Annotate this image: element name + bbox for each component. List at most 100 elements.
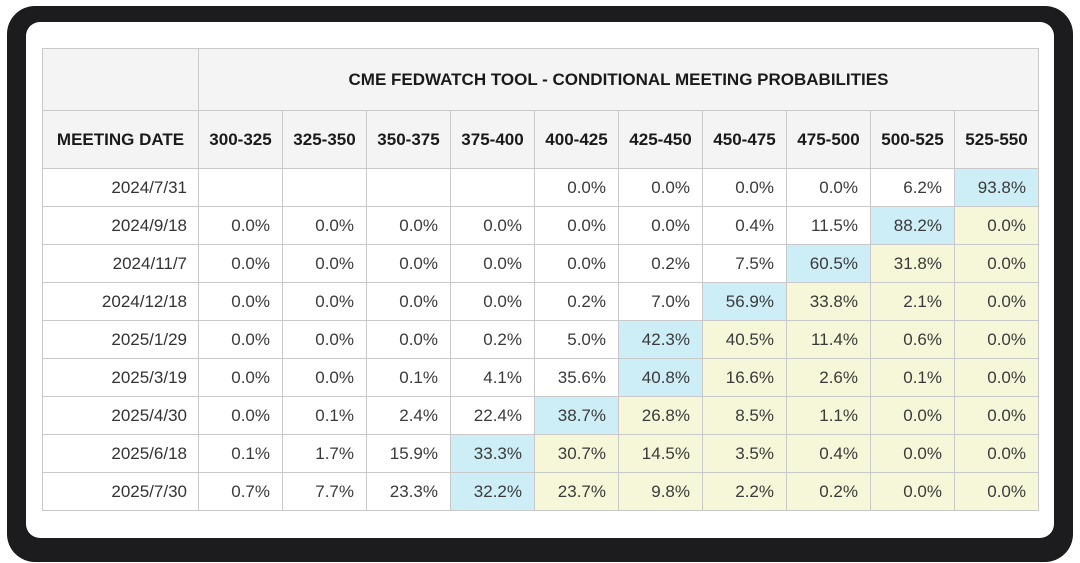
meeting-date-cell: 2024/12/18 bbox=[42, 282, 199, 321]
probability-cell: 0.0% bbox=[534, 244, 619, 283]
probability-cell: 11.4% bbox=[786, 320, 871, 359]
table-title-row: CME FEDWATCH TOOL - CONDITIONAL MEETING … bbox=[42, 48, 1039, 111]
probability-cell: 2.2% bbox=[702, 472, 787, 511]
table-body: 2024/7/31 0.0% 0.0% 0.0% 0.0% 6.2% 93.8% 2024/9… bbox=[42, 168, 1039, 511]
probability-cell: 0.1% bbox=[366, 358, 451, 397]
fedwatch-probabilities-table: CME FEDWATCH TOOL - CONDITIONAL MEETING … bbox=[42, 48, 1039, 511]
meeting-date-cell: 2024/9/18 bbox=[42, 206, 199, 245]
probability-cell: 0.0% bbox=[198, 320, 283, 359]
probability-cell: 30.7% bbox=[534, 434, 619, 473]
probability-cell: 7.5% bbox=[702, 244, 787, 283]
table-row: 2025/6/18 0.1% 1.7% 15.9% 33.3% 30.7% 14.5% 3.5… bbox=[42, 434, 1039, 473]
probability-cell: 0.0% bbox=[954, 206, 1039, 245]
rate-range-header: 300-325 bbox=[198, 110, 283, 169]
probability-cell: 2.6% bbox=[786, 358, 871, 397]
meeting-date-cell: 2025/4/30 bbox=[42, 396, 199, 435]
probability-cell: 0.0% bbox=[450, 282, 535, 321]
probability-cell: 0.0% bbox=[618, 206, 703, 245]
column-header-row: MEETING DATE 300-325 325-350 350-375 375… bbox=[42, 110, 1039, 169]
table-row: 2024/7/31 0.0% 0.0% 0.0% 0.0% 6.2% 93.8% bbox=[42, 168, 1039, 207]
probability-cell: 0.0% bbox=[786, 168, 871, 207]
probability-cell: 0.0% bbox=[198, 244, 283, 283]
probability-cell: 42.3% bbox=[618, 320, 703, 359]
probability-cell: 5.0% bbox=[534, 320, 619, 359]
probability-cell: 14.5% bbox=[618, 434, 703, 473]
probability-cell: 88.2% bbox=[870, 206, 955, 245]
probability-cell: 0.0% bbox=[954, 358, 1039, 397]
meeting-date-cell: 2024/11/7 bbox=[42, 244, 199, 283]
table-row: 2025/1/29 0.0% 0.0% 0.0% 0.2% 5.0% 42.3% 40.5% 1… bbox=[42, 320, 1039, 359]
probability-cell bbox=[282, 168, 367, 207]
table-row: 2025/3/19 0.0% 0.0% 0.1% 4.1% 35.6% 40.8% 16.6%… bbox=[42, 358, 1039, 397]
probability-cell: 0.0% bbox=[198, 282, 283, 321]
meeting-date-cell: 2025/3/19 bbox=[42, 358, 199, 397]
probability-cell: 7.0% bbox=[618, 282, 703, 321]
probability-cell: 60.5% bbox=[786, 244, 871, 283]
probability-cell: 0.0% bbox=[282, 244, 367, 283]
probability-cell: 0.2% bbox=[534, 282, 619, 321]
probability-cell: 0.2% bbox=[786, 472, 871, 511]
rate-range-header: 375-400 bbox=[450, 110, 535, 169]
table-row: 2024/11/7 0.0% 0.0% 0.0% 0.0% 0.0% 0.2% 7.5% 60.… bbox=[42, 244, 1039, 283]
probability-cell: 7.7% bbox=[282, 472, 367, 511]
probability-cell: 0.0% bbox=[954, 320, 1039, 359]
probability-cell: 0.1% bbox=[282, 396, 367, 435]
page-background: CME FEDWATCH TOOL - CONDITIONAL MEETING … bbox=[26, 22, 1054, 538]
probability-cell: 0.0% bbox=[954, 282, 1039, 321]
rate-range-header: 475-500 bbox=[786, 110, 871, 169]
table-row: 2025/4/30 0.0% 0.1% 2.4% 22.4% 38.7% 26.8% 8.5%… bbox=[42, 396, 1039, 435]
probability-cell: 26.8% bbox=[618, 396, 703, 435]
probability-cell: 0.0% bbox=[282, 358, 367, 397]
table-title: CME FEDWATCH TOOL - CONDITIONAL MEETING … bbox=[198, 48, 1039, 111]
probability-cell: 0.1% bbox=[870, 358, 955, 397]
rate-range-header: 425-450 bbox=[618, 110, 703, 169]
table-row: 2024/12/18 0.0% 0.0% 0.0% 0.0% 0.2% 7.0% 56.9% 3… bbox=[42, 282, 1039, 321]
screenshot-frame: CME FEDWATCH TOOL - CONDITIONAL MEETING … bbox=[7, 6, 1073, 562]
probability-cell: 33.3% bbox=[450, 434, 535, 473]
probability-cell: 0.2% bbox=[618, 244, 703, 283]
probability-cell: 2.4% bbox=[366, 396, 451, 435]
meeting-date-cell: 2025/7/30 bbox=[42, 472, 199, 511]
probability-cell: 0.0% bbox=[954, 472, 1039, 511]
probability-cell bbox=[450, 168, 535, 207]
probability-cell: 0.0% bbox=[870, 396, 955, 435]
probability-cell: 0.0% bbox=[366, 320, 451, 359]
probability-cell: 32.2% bbox=[450, 472, 535, 511]
probability-cell: 4.1% bbox=[450, 358, 535, 397]
probability-cell: 0.0% bbox=[702, 168, 787, 207]
rate-range-header: 450-475 bbox=[702, 110, 787, 169]
probability-cell: 0.7% bbox=[198, 472, 283, 511]
probability-cell: 0.4% bbox=[702, 206, 787, 245]
probability-cell bbox=[366, 168, 451, 207]
probability-cell: 0.0% bbox=[954, 434, 1039, 473]
probability-cell: 1.7% bbox=[282, 434, 367, 473]
probability-cell: 0.0% bbox=[366, 206, 451, 245]
probability-cell: 0.0% bbox=[954, 396, 1039, 435]
probability-cell: 16.6% bbox=[702, 358, 787, 397]
probability-cell: 0.0% bbox=[450, 206, 535, 245]
probability-cell: 31.8% bbox=[870, 244, 955, 283]
probability-cell: 38.7% bbox=[534, 396, 619, 435]
probability-cell: 15.9% bbox=[366, 434, 451, 473]
probability-cell: 93.8% bbox=[954, 168, 1039, 207]
probability-cell: 0.0% bbox=[366, 282, 451, 321]
probability-cell: 0.0% bbox=[870, 472, 955, 511]
probability-cell: 3.5% bbox=[702, 434, 787, 473]
rate-range-header: 525-550 bbox=[954, 110, 1039, 169]
probability-cell: 0.6% bbox=[870, 320, 955, 359]
rate-range-header: 325-350 bbox=[282, 110, 367, 169]
probability-cell: 11.5% bbox=[786, 206, 871, 245]
probability-cell: 2.1% bbox=[870, 282, 955, 321]
probability-cell: 35.6% bbox=[534, 358, 619, 397]
probability-cell: 40.8% bbox=[618, 358, 703, 397]
probability-cell: 0.0% bbox=[198, 396, 283, 435]
rate-range-header: 500-525 bbox=[870, 110, 955, 169]
probability-cell: 9.8% bbox=[618, 472, 703, 511]
rate-range-header: 350-375 bbox=[366, 110, 451, 169]
table-row: 2024/9/18 0.0% 0.0% 0.0% 0.0% 0.0% 0.0% 0.4% 11.… bbox=[42, 206, 1039, 245]
probability-cell: 23.7% bbox=[534, 472, 619, 511]
probability-cell: 8.5% bbox=[702, 396, 787, 435]
probability-cell: 1.1% bbox=[786, 396, 871, 435]
probability-cell: 0.0% bbox=[450, 244, 535, 283]
meeting-date-header: MEETING DATE bbox=[42, 110, 199, 169]
